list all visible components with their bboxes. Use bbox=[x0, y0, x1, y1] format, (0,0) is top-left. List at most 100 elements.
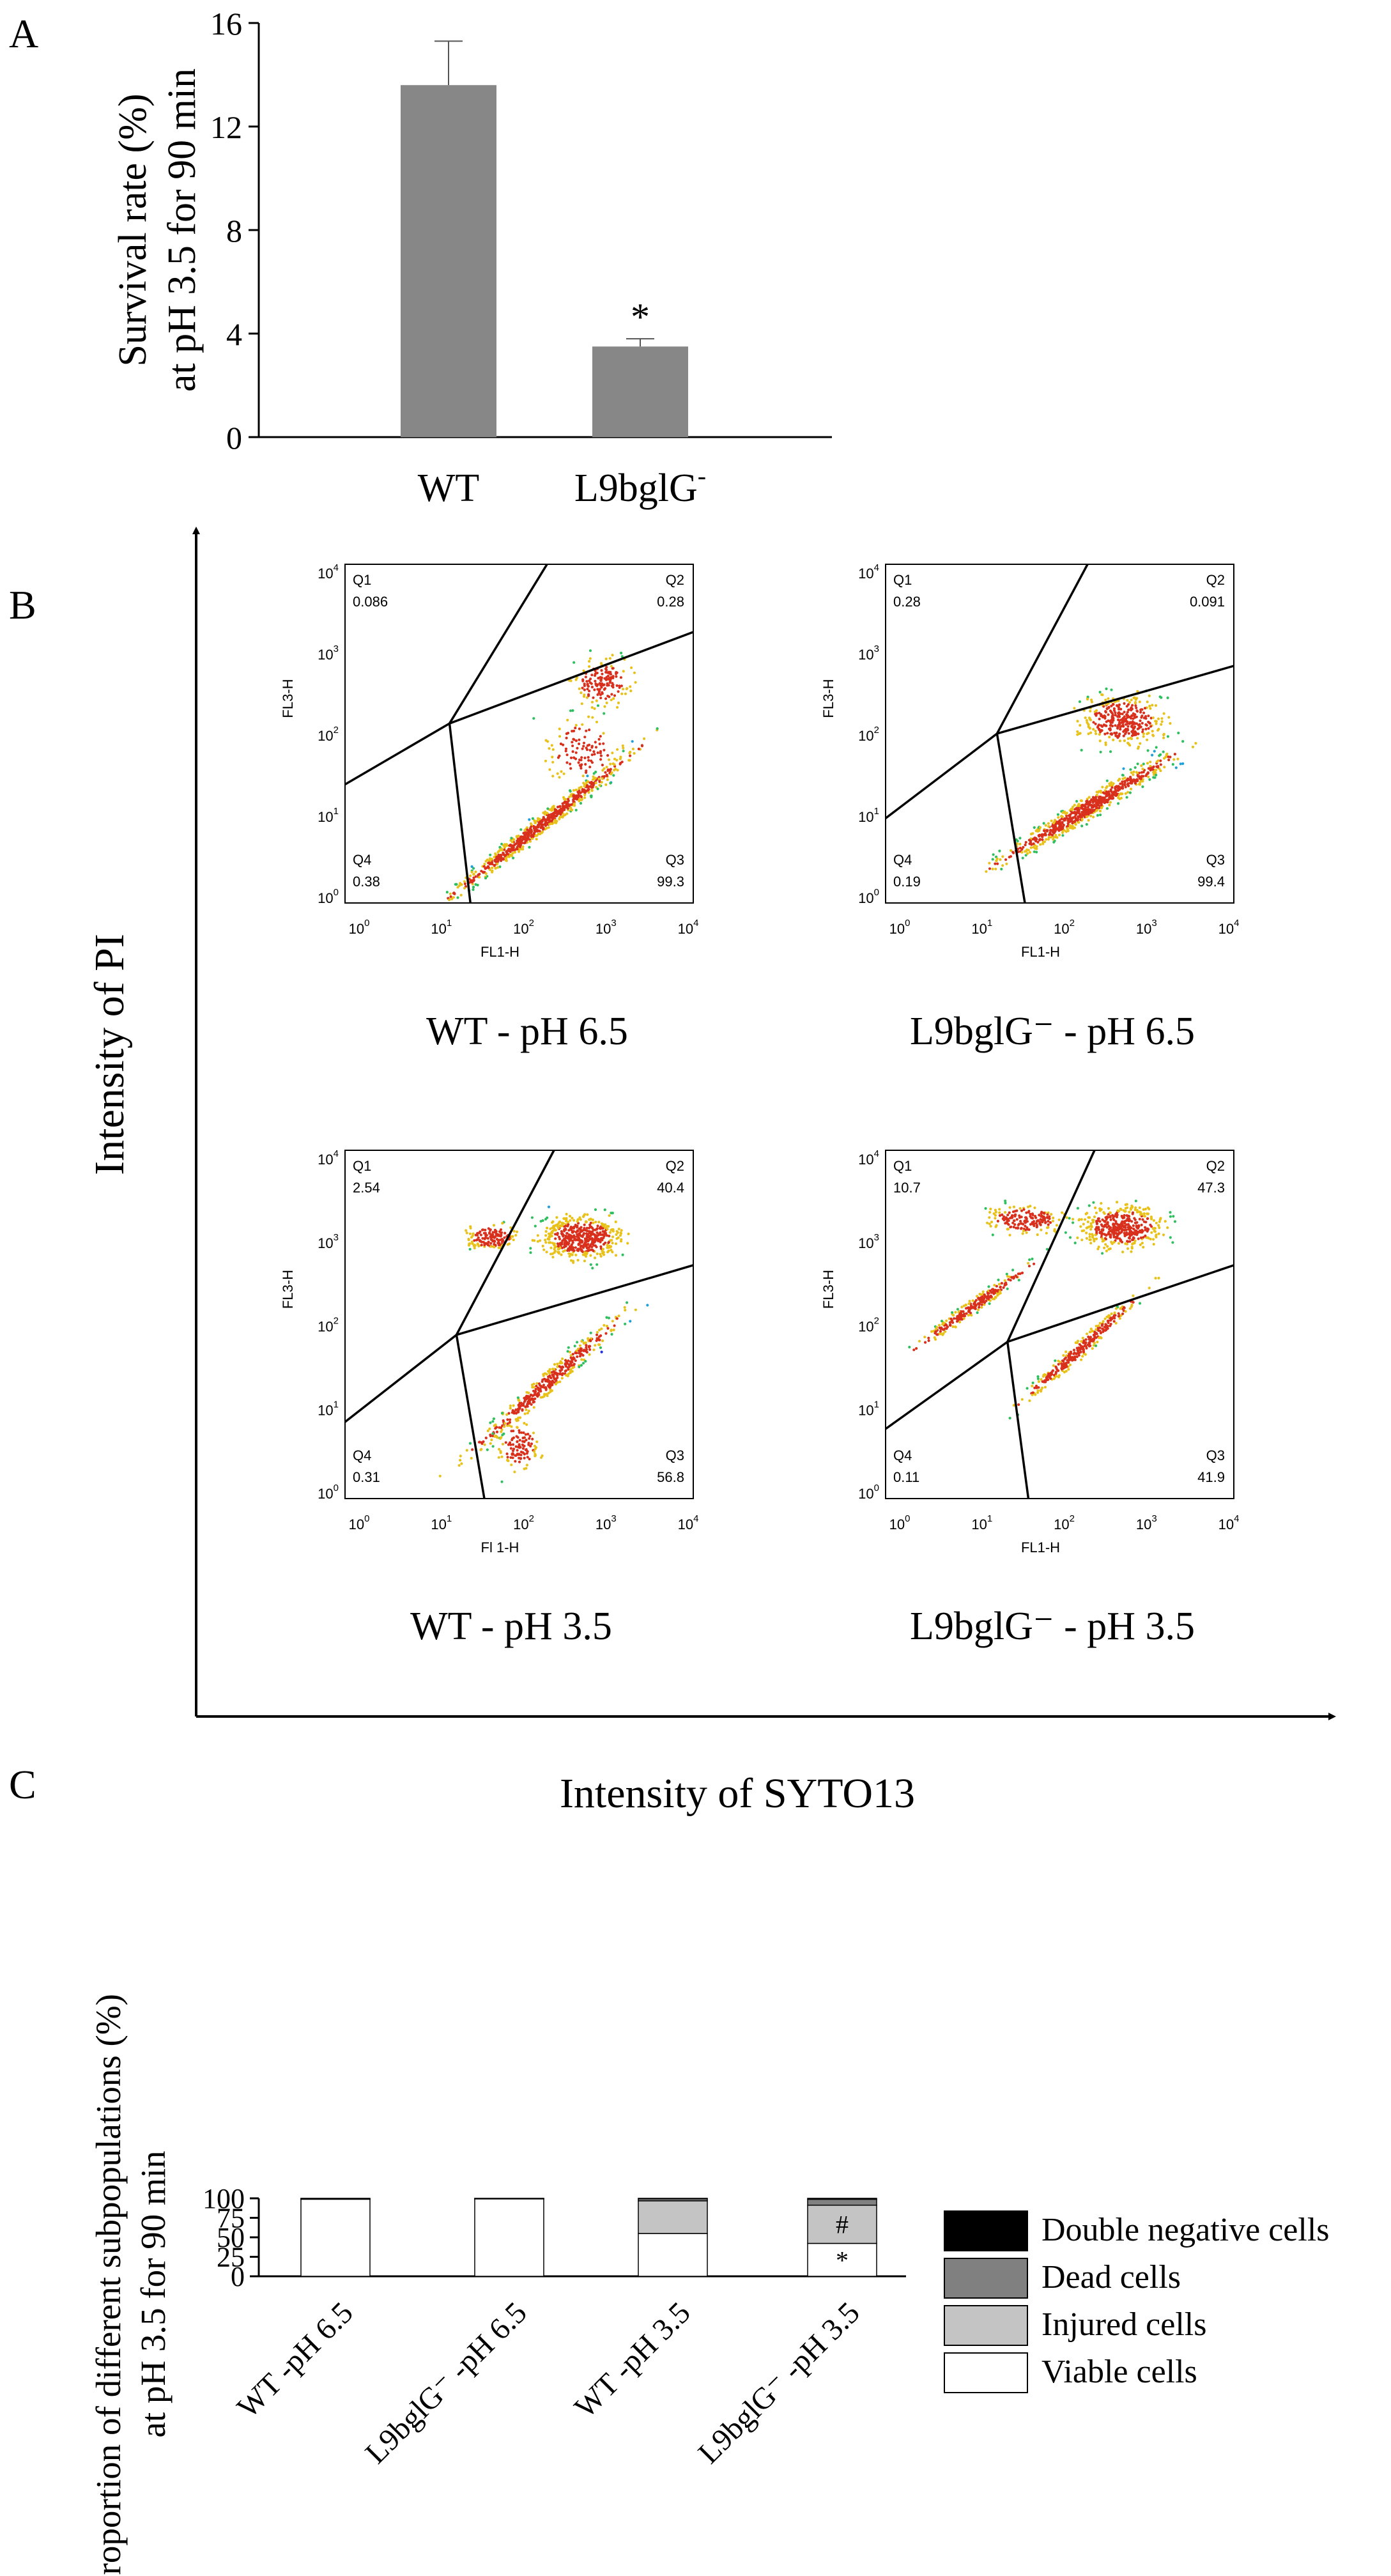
flow-y-tick-label: 101 bbox=[858, 806, 879, 825]
gate-line-top bbox=[1006, 1150, 1096, 1343]
panel-a-y-tick-label: 8 bbox=[226, 213, 242, 249]
flow-y-tick-label: 101 bbox=[858, 1399, 879, 1418]
panel-c-y-tick-label: 50 bbox=[217, 2222, 245, 2253]
panel-c-y-tick-label: 0 bbox=[231, 2261, 245, 2292]
panel-label-a: A bbox=[9, 11, 38, 56]
panel-a-y-label-line1: Survival rate (%) bbox=[111, 94, 155, 367]
flow-y-axis-label: FL3-H bbox=[820, 1270, 836, 1309]
quadrant-value: 0.19 bbox=[893, 874, 921, 890]
panel-label-c: C bbox=[9, 1762, 36, 1807]
quadrant-value: 99.4 bbox=[1197, 874, 1225, 890]
flow-x-tick-label: 102 bbox=[1054, 918, 1075, 937]
quadrant-name: Q2 bbox=[1206, 1158, 1225, 1174]
gate-line-bottom bbox=[1006, 1341, 1030, 1499]
flow-y-tick-label: 100 bbox=[318, 887, 339, 906]
legend-swatch bbox=[944, 2352, 1028, 2393]
quadrant-name: Q1 bbox=[893, 572, 912, 588]
quadrant-value: 0.38 bbox=[353, 874, 380, 890]
quadrant-value: 0.086 bbox=[353, 594, 388, 610]
flow-x-tick-label: 101 bbox=[431, 918, 452, 937]
flow-y-tick-label: 103 bbox=[318, 1232, 339, 1251]
quadrant-name: Q3 bbox=[666, 1447, 684, 1463]
panel-c-y-label-line2: at pH 3.5 for 90 min bbox=[134, 2150, 173, 2437]
flow-plot-events bbox=[445, 649, 659, 902]
panel-c-bar-segment bbox=[638, 2233, 708, 2277]
flow-y-axis-label: FL3-H bbox=[820, 679, 836, 718]
quadrant-name: Q3 bbox=[666, 852, 684, 868]
panel-a-x-tick-label: WT bbox=[418, 467, 479, 510]
panel-c-bar-segment bbox=[300, 2198, 371, 2200]
legend-swatch bbox=[944, 2210, 1028, 2251]
panel-c-bar-segment bbox=[474, 2198, 544, 2277]
panel-c-bar-segment bbox=[300, 2198, 371, 2277]
panel-c-bar-segment bbox=[474, 2198, 544, 2200]
flow-y-tick-label: 100 bbox=[318, 1483, 339, 1502]
flow-plot: Q1 10.7 Q2 47.3 Q3 41.9 Q4 0.11 100 100 101 101 102 1… bbox=[820, 1148, 1239, 1648]
flow-y-tick-label: 101 bbox=[318, 1399, 339, 1418]
flow-plot: Q1 0.28 Q2 0.091 Q3 99.4 Q4 0.19 100 100 101 101 102… bbox=[820, 562, 1239, 1053]
flow-y-tick-label: 103 bbox=[318, 644, 339, 663]
panel-c-y-tick-label: 75 bbox=[217, 2203, 245, 2234]
panel-c-significance-mark: * bbox=[836, 2246, 849, 2274]
flow-plot-events bbox=[908, 1199, 1177, 1420]
panel-c-x-tick-label: WT -pH 3.5 bbox=[568, 2295, 697, 2425]
quadrant-value: 0.28 bbox=[657, 594, 684, 610]
flow-y-tick-label: 102 bbox=[858, 725, 879, 744]
quadrant-value: 0.091 bbox=[1190, 594, 1225, 610]
flow-x-tick-label: 103 bbox=[1136, 1513, 1157, 1532]
flow-x-tick-label: 101 bbox=[971, 1513, 992, 1532]
panel-c-x-tick-label: L9bglG⁻ -pH 3.5 bbox=[692, 2295, 866, 2470]
gate-line-top bbox=[455, 1150, 555, 1336]
panel-c-x-tick-label: L9bglG⁻ -pH 6.5 bbox=[359, 2295, 534, 2470]
flow-y-tick-label: 104 bbox=[318, 1148, 339, 1168]
gate-line-top bbox=[995, 564, 1089, 734]
flow-x-tick-label: 102 bbox=[1054, 1513, 1075, 1532]
flow-y-tick-label: 104 bbox=[858, 1148, 879, 1168]
flow-plot-frame bbox=[885, 564, 1234, 904]
flow-y-tick-label: 103 bbox=[858, 1232, 879, 1251]
panel-a-y-tick-label: 16 bbox=[210, 6, 242, 42]
panel-a-bar bbox=[401, 85, 496, 437]
quadrant-name: Q4 bbox=[893, 1447, 912, 1463]
flow-x-tick-label: 102 bbox=[513, 1513, 534, 1532]
quadrant-name: Q2 bbox=[666, 1158, 684, 1174]
legend-swatch bbox=[944, 2258, 1028, 2299]
legend-label: Viable cells bbox=[1041, 2354, 1197, 2390]
flow-y-tick-label: 100 bbox=[858, 1483, 879, 1502]
gate-line-top bbox=[449, 564, 548, 725]
flow-x-tick-label: 100 bbox=[349, 1513, 370, 1532]
quadrant-value: 2.54 bbox=[353, 1180, 380, 1196]
flow-x-tick-label: 104 bbox=[1218, 918, 1240, 937]
panel-a-y-tick-label: 0 bbox=[226, 420, 242, 456]
flow-plot: Q1 0.086 Q2 0.28 Q3 99.3 Q4 0.38 100 100 101 101 102… bbox=[280, 562, 698, 1053]
gate-line-bottom bbox=[455, 1334, 486, 1499]
panel-c-bar-segment bbox=[638, 2200, 708, 2234]
flow-x-axis-label: FL1-H bbox=[1021, 944, 1060, 960]
quadrant-name: Q1 bbox=[893, 1158, 912, 1174]
flow-x-tick-label: 100 bbox=[889, 918, 911, 937]
flow-plot-events bbox=[985, 687, 1197, 873]
panel-label-b: B bbox=[9, 582, 36, 628]
flow-y-tick-label: 102 bbox=[318, 725, 339, 744]
quadrant-name: Q4 bbox=[893, 852, 912, 868]
panel-a-significance-mark: * bbox=[631, 296, 650, 338]
gate-line-left bbox=[884, 1341, 1008, 1430]
quadrant-value: 10.7 bbox=[893, 1180, 921, 1196]
flow-y-axis-label: FL3-H bbox=[280, 679, 296, 718]
panel-a-bar-chart: 0 4 8 12 16 * WT L9bglG- Survival rate (%) at… bbox=[111, 6, 832, 510]
flow-plot-caption: L9bglG⁻ - pH 3.5 bbox=[910, 1605, 1195, 1648]
quadrant-value: 99.3 bbox=[657, 874, 684, 890]
flow-y-tick-label: 100 bbox=[858, 887, 879, 906]
panel-b-flow-cytometry: Intensity of PI Intensity of SYTO13 Q1 0.… bbox=[86, 527, 1336, 1817]
panel-c-bar-segment bbox=[638, 2198, 708, 2200]
gate-line-bottom bbox=[448, 723, 472, 904]
flow-x-tick-label: 104 bbox=[1218, 1513, 1240, 1532]
gate-line-right bbox=[449, 631, 694, 725]
quadrant-name: Q1 bbox=[353, 572, 371, 588]
gate-line-right bbox=[456, 1264, 694, 1336]
legend-swatch bbox=[944, 2305, 1028, 2346]
panel-c-y-label-line1: Proportion of different subpopulations (… bbox=[89, 1994, 128, 2576]
flow-x-axis-label: FL1-H bbox=[480, 944, 519, 960]
panel-a-y-tick-label: 4 bbox=[226, 316, 242, 352]
